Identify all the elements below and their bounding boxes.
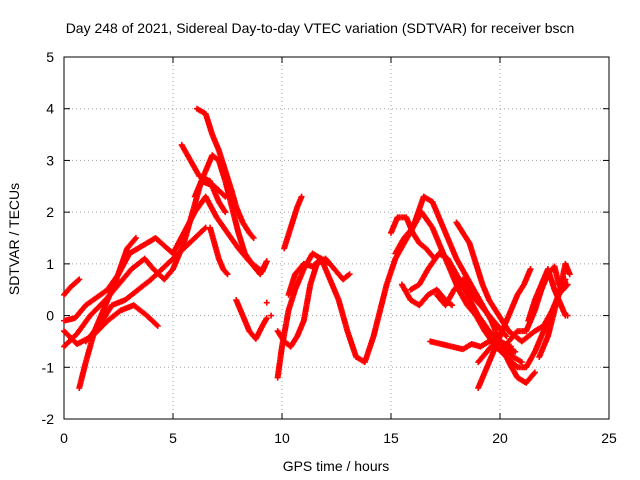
axis-ticks: 0 5 10 15 20 25 -2 -1 0 1 2 3 4 5 <box>42 49 617 446</box>
plus-marker <box>250 235 257 241</box>
plus-marker <box>346 271 353 278</box>
y-tick-label: 5 <box>46 49 54 65</box>
plus-marker <box>566 271 573 278</box>
grid-lines <box>64 57 609 419</box>
x-axis-label: GPS time / hours <box>283 458 390 474</box>
series-track-12 <box>274 209 569 381</box>
series-track-27 <box>536 260 573 360</box>
series-track-15 <box>285 255 333 298</box>
plus-marker <box>263 258 270 265</box>
series-track-6 <box>82 224 209 345</box>
y-tick-label: 0 <box>46 308 54 324</box>
x-tick-label: 20 <box>492 430 508 446</box>
series-track-26 <box>475 338 525 366</box>
series-track-11 <box>233 297 270 342</box>
y-tick-label: 1 <box>46 256 54 272</box>
x-tick-label: 25 <box>601 430 617 446</box>
x-tick-label: 10 <box>274 430 290 446</box>
isolated-point <box>263 299 270 306</box>
plus-marker <box>512 348 519 355</box>
plus-marker <box>531 369 538 376</box>
x-tick-label: 15 <box>383 430 399 446</box>
series-track-2 <box>61 193 270 324</box>
plus-marker <box>298 193 305 200</box>
x-tick-label: 5 <box>169 430 177 446</box>
chart-title: Day 248 of 2021, Sidereal Day-to-day VTE… <box>66 20 575 36</box>
data-markers <box>61 105 573 391</box>
isolated-point <box>564 312 571 319</box>
plot-frame <box>63 56 610 420</box>
x-tick-label: 0 <box>60 430 68 446</box>
series-track-3 <box>61 276 83 298</box>
series-track-14 <box>274 255 353 350</box>
y-tick-label: -1 <box>42 359 55 375</box>
y-tick-label: 4 <box>46 101 54 117</box>
series-track-25 <box>505 263 571 345</box>
series-track-9 <box>191 152 270 278</box>
y-tick-label: -2 <box>42 411 55 427</box>
plus-marker <box>222 209 229 216</box>
plus-marker <box>326 260 333 267</box>
y-tick-label: 2 <box>46 204 54 220</box>
plus-marker <box>503 333 510 340</box>
series-track-23 <box>475 266 534 391</box>
plus-marker <box>449 302 456 309</box>
y-axis-label: SDTVAR / TECUs <box>6 183 22 295</box>
plus-marker <box>518 359 525 366</box>
plus-marker <box>154 322 161 329</box>
series-track-10 <box>207 224 231 278</box>
plus-marker <box>527 266 534 273</box>
isolated-point <box>268 312 275 319</box>
plus-marker <box>263 315 270 322</box>
plus-marker <box>564 281 571 288</box>
y-tick-label: 3 <box>46 152 54 168</box>
series-track-13 <box>281 193 305 252</box>
plus-marker <box>132 235 139 241</box>
plus-marker <box>224 271 231 278</box>
plus-marker <box>76 276 83 283</box>
